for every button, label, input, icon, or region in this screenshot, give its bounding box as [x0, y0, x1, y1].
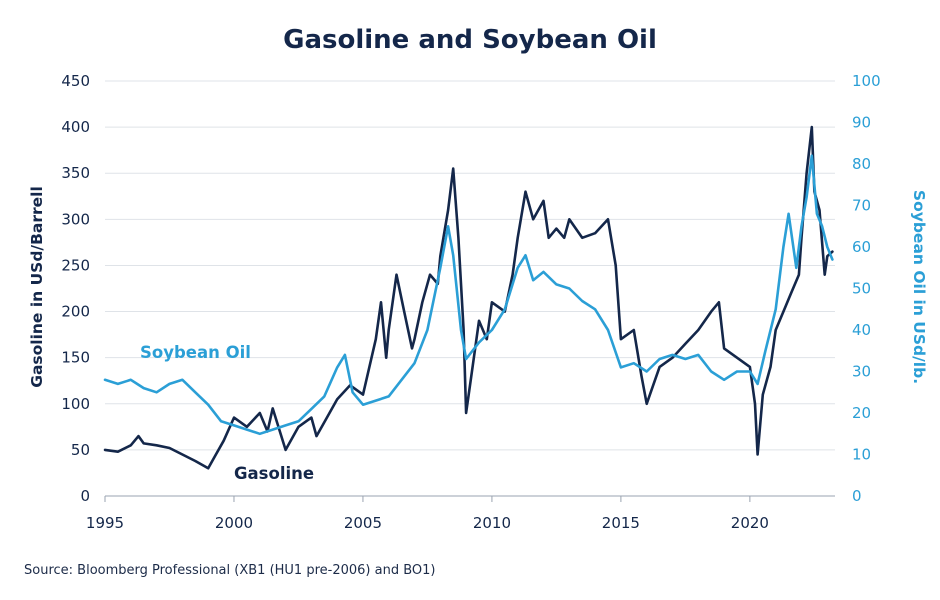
gasoline-line: [103, 125, 834, 470]
x-tick-label: 2015: [602, 514, 640, 532]
y-right-tick-label: 60: [852, 238, 871, 256]
y-right-tick-label: 50: [852, 280, 871, 298]
x-tick-label: 2005: [344, 514, 382, 532]
y-right-tick-label: 100: [852, 72, 881, 90]
y-left-tick-label: 300: [61, 210, 90, 228]
soybean-oil-line: [103, 154, 834, 436]
y-left-tick-label: 200: [61, 303, 90, 321]
y-left-tick-label: 350: [61, 164, 90, 182]
x-tick-label: 1995: [86, 514, 124, 532]
gridlines: [105, 80, 835, 497]
y-left-tick-label: 50: [71, 441, 90, 459]
y-right-tick-label: 10: [852, 446, 871, 464]
y-right-tick-label: 30: [852, 363, 871, 381]
source-note: Source: Bloomberg Professional (XB1 (HU1…: [24, 563, 436, 578]
y-left-tick-label: 0: [80, 487, 90, 505]
gasoline-label: Gasoline: [234, 464, 314, 483]
axes: 0 50 100 150 200 250 300 350 400 450 0 10 20 30 40 50 60…: [61, 72, 880, 532]
chart-title: Gasoline and Soybean Oil: [283, 25, 657, 55]
x-tick-label: 2020: [731, 514, 769, 532]
y-right-tick-label: 70: [852, 197, 871, 215]
y-right-tick-label: 40: [852, 321, 871, 339]
x-tick-label: 2010: [473, 514, 511, 532]
y-right-tick-label: 80: [852, 155, 871, 173]
y-left-tick-label: 250: [61, 256, 90, 274]
y-left-tick-label: 150: [61, 349, 90, 367]
y-left-tick-label: 100: [61, 395, 90, 413]
y-right-tick-label: 0: [852, 487, 862, 505]
series-layer: [103, 125, 834, 470]
x-tick-label: 2000: [215, 514, 253, 532]
y-right-tick-label: 90: [852, 114, 871, 132]
y-left-tick-label: 450: [61, 72, 90, 90]
y-axis-left-label: Gasoline in USd/Barrell: [28, 186, 46, 388]
soybean-oil-label: Soybean Oil: [140, 343, 251, 362]
y-left-tick-label: 400: [61, 118, 90, 136]
y-axis-right-label: Soybean Oil in USd/lb.: [910, 190, 928, 384]
y-right-tick-label: 20: [852, 404, 871, 422]
